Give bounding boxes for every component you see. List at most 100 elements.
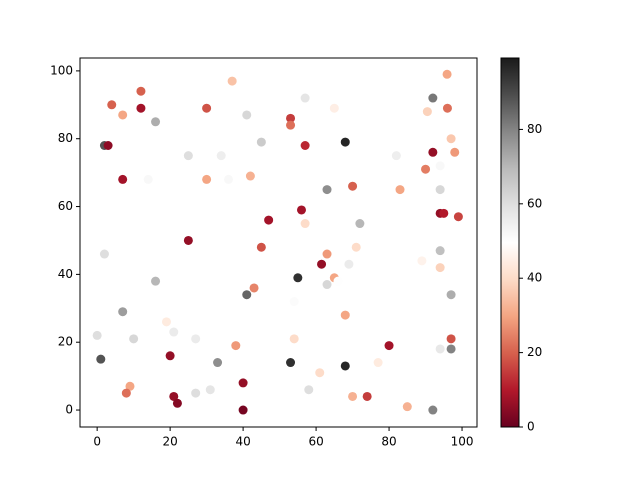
point xyxy=(103,141,113,151)
y-tick-label: 80 xyxy=(58,131,73,145)
point xyxy=(107,100,117,110)
point xyxy=(249,283,259,293)
point xyxy=(136,103,146,113)
point xyxy=(422,107,432,117)
point xyxy=(442,103,452,113)
point xyxy=(435,246,445,256)
point xyxy=(231,341,241,351)
x-tick-label: 60 xyxy=(308,435,323,449)
point xyxy=(435,263,445,273)
point xyxy=(340,137,350,147)
point xyxy=(450,147,460,157)
point xyxy=(453,212,463,222)
point xyxy=(213,358,223,368)
point xyxy=(118,174,128,184)
point xyxy=(322,249,332,259)
point xyxy=(435,344,445,354)
point xyxy=(373,358,383,368)
point xyxy=(118,110,128,120)
colorbar-tick-label: 40 xyxy=(527,271,542,285)
point xyxy=(446,290,456,300)
point xyxy=(205,385,215,395)
point xyxy=(340,361,350,371)
point xyxy=(435,161,445,171)
point xyxy=(245,171,255,181)
point xyxy=(96,354,106,364)
point xyxy=(300,219,310,229)
x-tick-label: 80 xyxy=(381,435,396,449)
x-tick-label: 20 xyxy=(162,435,177,449)
point xyxy=(242,110,252,120)
point xyxy=(428,405,438,415)
point xyxy=(183,235,193,245)
point xyxy=(169,391,179,401)
point xyxy=(402,402,412,412)
point xyxy=(136,86,146,96)
point xyxy=(183,151,193,161)
point xyxy=(428,147,438,157)
point xyxy=(264,215,274,225)
point xyxy=(202,103,212,113)
point xyxy=(384,341,394,351)
point xyxy=(340,310,350,320)
x-tick-label: 0 xyxy=(93,435,101,449)
y-tick-label: 40 xyxy=(58,267,73,281)
point xyxy=(362,391,372,401)
colorbar-tick-label: 20 xyxy=(527,345,542,359)
colorbar xyxy=(500,57,520,428)
point xyxy=(224,174,234,184)
point xyxy=(300,141,310,151)
point xyxy=(238,405,248,415)
point xyxy=(446,344,456,354)
point xyxy=(421,164,431,174)
point xyxy=(428,93,438,103)
point xyxy=(439,208,449,218)
point xyxy=(216,151,226,161)
point xyxy=(121,388,131,398)
point xyxy=(256,242,266,252)
point xyxy=(355,219,365,229)
point xyxy=(435,185,445,195)
point xyxy=(315,368,325,378)
point xyxy=(191,388,201,398)
point xyxy=(304,385,314,395)
point xyxy=(322,280,332,290)
point xyxy=(151,276,161,286)
point xyxy=(202,174,212,184)
point xyxy=(344,259,354,269)
point xyxy=(333,276,343,286)
point xyxy=(286,113,296,123)
colorbar-tick-label: 0 xyxy=(527,420,535,434)
point xyxy=(348,391,358,401)
point xyxy=(227,76,237,86)
point xyxy=(317,259,327,269)
point xyxy=(348,181,358,191)
point xyxy=(391,151,401,161)
point xyxy=(395,185,405,195)
point xyxy=(92,330,102,340)
point xyxy=(125,381,135,391)
point xyxy=(161,317,171,327)
point xyxy=(242,290,252,300)
point xyxy=(300,93,310,103)
point xyxy=(296,205,306,215)
y-tick-label: 100 xyxy=(50,63,73,77)
point xyxy=(172,398,182,408)
point xyxy=(256,137,266,147)
point xyxy=(289,334,299,344)
colorbar-tick-label: 80 xyxy=(527,122,542,136)
x-tick-label: 40 xyxy=(235,435,250,449)
point xyxy=(143,174,153,184)
y-tick-label: 0 xyxy=(65,403,73,417)
point xyxy=(118,307,128,317)
point xyxy=(293,273,303,283)
x-tick-label: 100 xyxy=(451,435,474,449)
point xyxy=(322,185,332,195)
point xyxy=(289,297,299,307)
point xyxy=(286,120,296,130)
plot-frame xyxy=(79,57,478,428)
point xyxy=(169,327,179,337)
point xyxy=(165,351,175,361)
y-tick-label: 60 xyxy=(58,199,73,213)
